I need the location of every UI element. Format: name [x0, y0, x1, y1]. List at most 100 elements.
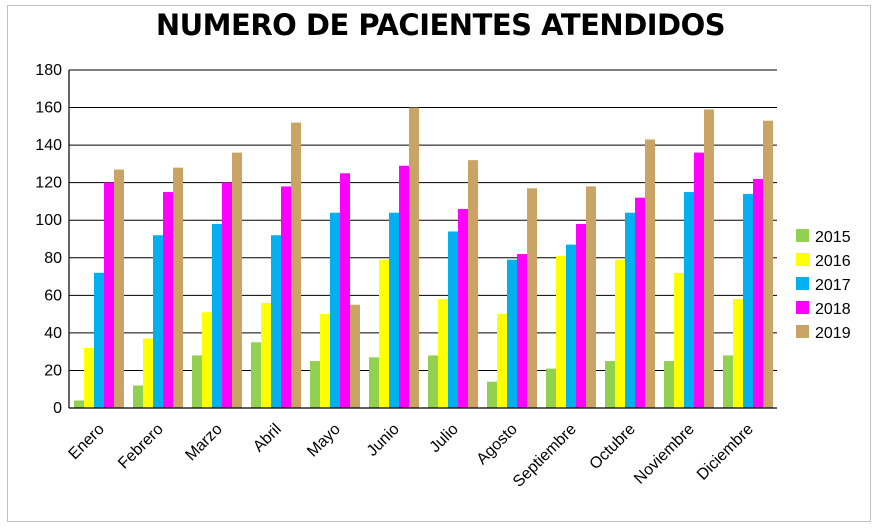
- bar-2019-noviembre: [704, 109, 714, 408]
- y-tick-label: 20: [44, 362, 62, 379]
- bar-2019-enero: [114, 169, 124, 408]
- chart-frame: [7, 5, 871, 522]
- bar-2015-enero: [74, 400, 84, 408]
- legend-swatch-2017: [796, 277, 809, 290]
- bar-2016-mayo: [320, 314, 330, 408]
- bar-2015-julio: [428, 355, 438, 408]
- bar-2017-mayo: [330, 212, 340, 408]
- bar-2018-marzo: [222, 182, 232, 408]
- legend-label-2018: 2018: [815, 301, 851, 318]
- bar-2016-septiembre: [556, 255, 566, 408]
- bar-2016-octubre: [615, 259, 625, 408]
- legend-label-2015: 2015: [815, 229, 851, 246]
- bar-2017-noviembre: [684, 192, 694, 408]
- y-tick-labels: 0 20 40 60 80 100 120 140 160 180: [35, 62, 62, 417]
- y-tick-label: 100: [35, 212, 62, 229]
- x-tick-label: Enero: [66, 421, 108, 463]
- bar-2017-septiembre: [566, 244, 576, 408]
- legend-label-2019: 2019: [815, 325, 851, 342]
- bar-2019-abril: [291, 122, 301, 409]
- bar-2019-julio: [468, 160, 478, 408]
- y-tick-label: 160: [35, 100, 62, 117]
- x-tick-label: Marzo: [182, 421, 226, 465]
- bar-2018-abril: [281, 186, 291, 408]
- legend-swatch-2016: [796, 253, 809, 266]
- x-tick-label: Julio: [427, 421, 462, 456]
- bar-2016-febrero: [143, 338, 153, 408]
- bar-2019-mayo: [350, 304, 360, 408]
- bar-2017-agosto: [507, 259, 517, 408]
- legend-swatch-2018: [796, 301, 809, 314]
- x-tick-label: Agosto: [474, 421, 521, 468]
- legend-label-2017: 2017: [815, 277, 851, 294]
- bar-2015-noviembre: [664, 361, 674, 408]
- bar-2017-junio: [389, 212, 399, 408]
- bar-2019-marzo: [232, 152, 242, 408]
- bar-2018-febrero: [163, 192, 173, 408]
- x-tick-label: Diciembre: [694, 421, 757, 484]
- bar-2016-enero: [84, 347, 94, 408]
- y-tick-label: 40: [44, 325, 62, 342]
- bars: [74, 107, 773, 409]
- bar-2019-agosto: [527, 188, 537, 408]
- x-tick-label: Octubre: [587, 421, 639, 473]
- y-tick-label: 80: [44, 250, 62, 267]
- bar-2015-marzo: [192, 355, 202, 408]
- y-tick-label: 0: [53, 400, 62, 417]
- bar-2018-enero: [104, 182, 114, 408]
- bar-2018-agosto: [517, 254, 527, 408]
- bar-2016-julio: [438, 299, 448, 408]
- x-tick-label: Mayo: [304, 421, 344, 461]
- y-tick-label: 120: [35, 175, 62, 192]
- bar-2015-abril: [251, 342, 261, 408]
- chart-title: NUMERO DE PACIENTES ATENDIDOS: [155, 8, 726, 42]
- y-tick-label: 140: [35, 137, 62, 154]
- y-tick-label: 60: [44, 287, 62, 304]
- x-tick-label: Septiembre: [510, 421, 580, 491]
- bar-2016-diciembre: [733, 299, 743, 408]
- bar-2017-febrero: [153, 235, 163, 408]
- bar-2019-septiembre: [586, 186, 596, 408]
- bar-2015-junio: [369, 357, 379, 408]
- bar-2019-diciembre: [763, 120, 773, 408]
- bar-2018-mayo: [340, 173, 350, 408]
- bar-2018-noviembre: [694, 152, 704, 408]
- x-tick-label: Noviembre: [631, 421, 698, 488]
- bar-2017-octubre: [625, 212, 635, 408]
- bar-2019-octubre: [645, 139, 655, 408]
- legend-swatch-2015: [796, 229, 809, 242]
- bar-2016-junio: [379, 259, 389, 408]
- x-tick-labels: Enero Febrero Marzo Abril Mayo Junio Julio Agos…: [66, 421, 757, 491]
- bar-2019-febrero: [173, 167, 183, 408]
- x-tick-label: Febrero: [115, 421, 167, 473]
- x-tick-label: Abril: [250, 421, 285, 456]
- gridlines: [69, 69, 777, 371]
- bar-2016-noviembre: [674, 272, 684, 408]
- bar-2018-julio: [458, 208, 468, 408]
- bar-2016-agosto: [497, 314, 507, 408]
- bar-2018-diciembre: [753, 178, 763, 408]
- bar-2015-septiembre: [546, 368, 556, 408]
- y-tick-label: 180: [35, 62, 62, 79]
- bar-2017-julio: [448, 231, 458, 408]
- bar-2015-octubre: [605, 361, 615, 408]
- bar-2017-enero: [94, 272, 104, 408]
- bar-2015-febrero: [133, 385, 143, 408]
- legend-swatch-2019: [796, 325, 809, 338]
- bar-2015-agosto: [487, 381, 497, 408]
- bar-2019-junio: [409, 107, 419, 409]
- bar-2016-abril: [261, 302, 271, 408]
- x-tick-label: Junio: [364, 421, 403, 460]
- bar-2017-marzo: [212, 223, 222, 408]
- bar-2018-octubre: [635, 197, 645, 408]
- bar-2015-diciembre: [723, 355, 733, 408]
- bar-2016-marzo: [202, 312, 212, 408]
- axes: [68, 70, 777, 409]
- bar-2015-mayo: [310, 361, 320, 408]
- legend-label-2016: 2016: [815, 253, 851, 270]
- bar-2017-abril: [271, 235, 281, 408]
- bar-2018-septiembre: [576, 223, 586, 408]
- bar-2017-diciembre: [743, 193, 753, 408]
- bar-2018-junio: [399, 165, 409, 408]
